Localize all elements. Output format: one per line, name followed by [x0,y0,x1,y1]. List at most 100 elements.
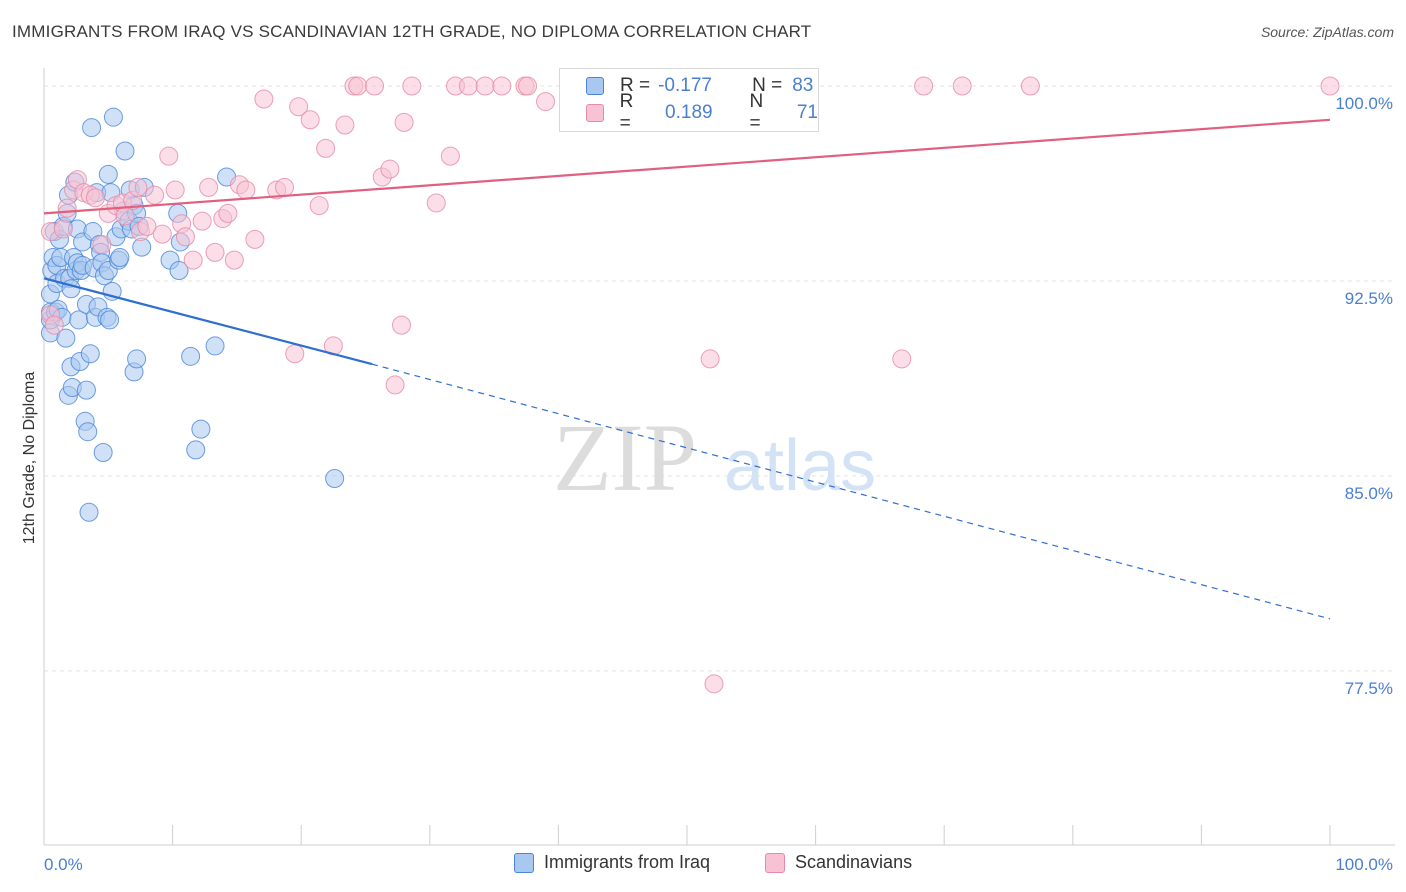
point-scandinavian [426,193,446,213]
point-scandinavian [475,76,495,96]
point-scandinavian [458,76,478,96]
axes [43,68,1395,846]
point-scandinavian [385,375,405,395]
x-tick-label-min: 0.0% [44,855,83,874]
point-scandinavian [440,146,460,166]
point-scandinavian [285,344,305,364]
point-scandinavian [53,219,73,239]
point-iraq [127,349,147,369]
point-scandinavian [205,242,225,262]
source-credit: Source: ZipAtlas.com [1260,24,1394,40]
point-scandinavian [1320,76,1340,96]
point-scandinavian [245,229,265,249]
legend-r-value: 0.189 [665,102,713,123]
point-iraq [186,440,206,460]
bottom-legend-label-scandinavians: Scandinavians [795,852,913,872]
point-scandinavian [128,177,148,197]
legend-r-label: R = [619,91,634,134]
x-tick-label-max: 100.0% [1335,855,1393,874]
point-scandinavian [274,177,294,197]
point-iraq [169,261,189,281]
point-scandinavian [300,110,320,130]
point-scandinavian [145,185,165,205]
point-scandinavian [392,315,412,335]
point-iraq [100,310,120,330]
point-scandinavian [92,235,112,255]
point-iraq [78,422,98,442]
legend-n-value: 83 [792,75,814,96]
point-scandinavian [316,138,336,158]
point-scandinavian [402,76,422,96]
point-scandinavian [394,112,414,132]
point-scandinavian [952,76,972,96]
point-iraq [181,346,201,366]
point-scandinavian [704,674,724,694]
point-iraq [98,164,118,184]
legend-swatch-scandinavians [586,104,604,122]
y-tick-label: 77.5% [1345,679,1393,698]
point-iraq [110,248,130,268]
point-scandinavian [159,146,179,166]
point-scandinavian [1020,76,1040,96]
legend-swatch-iraq [586,77,604,95]
point-scandinavian [192,211,212,231]
point-scandinavian [175,227,195,247]
point-scandinavian [224,250,244,270]
y-axis-label: 12th Grade, No Diploma [21,371,38,545]
point-iraq [76,380,96,400]
trend-lines [43,118,1331,620]
point-iraq [82,118,102,138]
trend-line-scandinavians [43,118,1331,215]
point-scandinavian [380,159,400,179]
point-scandinavian [85,188,105,208]
bottom-legend-iraq: Immigrants from Iraq [514,852,710,873]
point-iraq [93,443,113,462]
point-scandinavian [536,92,556,112]
legend-n-label: N = [752,75,783,96]
y-tick-label: 92.5% [1345,289,1393,308]
point-iraq [61,279,81,299]
point-iraq [80,344,100,364]
point-iraq [325,468,345,488]
bottom-legend-swatch-iraq [514,852,534,873]
point-scandinavian [57,198,77,218]
point-scandinavian [492,76,512,96]
bottom-legend-label-iraq: Immigrants from Iraq [544,852,711,872]
watermark-atlas: atlas [724,426,876,506]
trend-line-iraq [43,277,373,366]
point-scandinavian [218,203,238,223]
tick-labels: 77.5% 85.0% 92.5% 100.0% 0.0% 100.0% [44,94,1393,874]
legend-row-iraq: R = -0.177 N = 83 [586,73,813,99]
point-scandinavian [199,177,219,197]
point-iraq [205,336,225,356]
y-tick-label: 85.0% [1345,484,1393,503]
point-scandinavian [700,349,720,369]
point-scandinavian [289,97,309,117]
bottom-legend-swatch-scandinavians [765,852,785,873]
point-scandinavian [236,180,256,200]
correlation-legend: R = -0.177 N = 83 R = 0.189 N = 71 [559,68,819,134]
point-scandinavian [335,115,355,135]
trend-line-iraq-extrapolated [371,363,1331,620]
bottom-legend-scandinavians: Scandinavians [765,852,912,873]
legend-n-value: 71 [796,102,818,123]
legend-n-label: N = [749,91,764,134]
legend-row-scandinavians: R = 0.189 N = 71 [586,91,818,134]
point-scandinavian [137,216,157,236]
point-scandinavian [183,250,203,270]
gridlines [44,85,1395,672]
chart-title: IMMIGRANTS FROM IRAQ VS SCANDINAVIAN 12T… [12,22,812,41]
point-scandinavian [165,180,185,200]
data-points [40,76,1340,694]
point-iraq [115,141,135,161]
point-iraq [56,328,76,348]
legend-r-value: -0.177 [658,75,712,96]
point-iraq [79,502,99,522]
point-scandinavian [365,76,385,96]
point-scandinavian [44,315,64,335]
point-scandinavian [152,224,172,244]
point-scandinavian [309,196,329,216]
y-tick-label: 100.0% [1335,94,1393,113]
point-iraq [191,419,211,439]
